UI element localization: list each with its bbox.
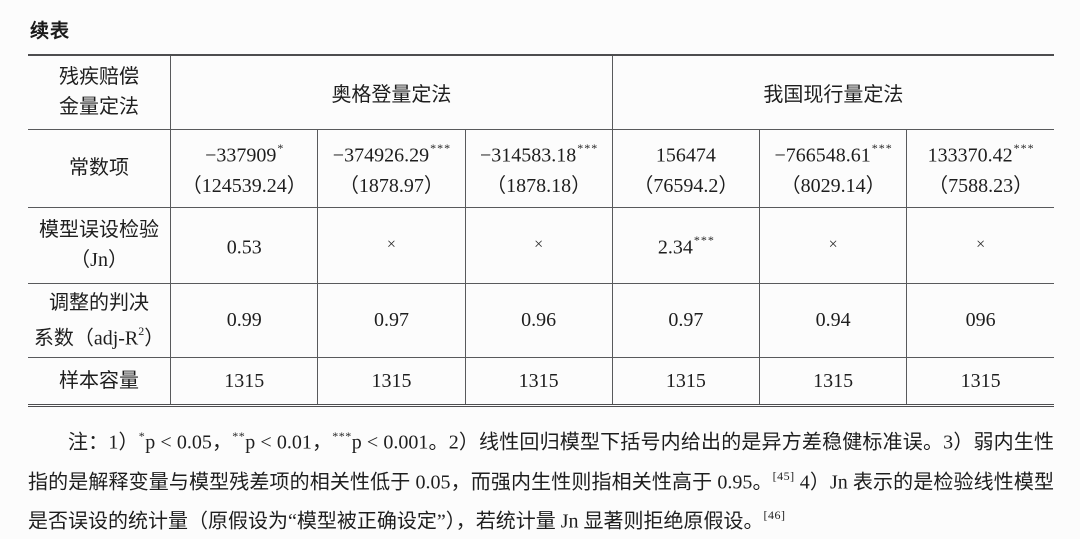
table-cell: 2.34*** [611, 207, 760, 284]
table-cell: 0.96 [464, 283, 613, 359]
notes-text: p < 0.01， [245, 431, 333, 454]
table-cell: 1315 [464, 357, 613, 406]
row-label-sample-size: 样本容量 [59, 370, 140, 393]
reference-marker-45: [45] [772, 468, 795, 483]
table-row-jn-test: 模型误设检验 （Jn） 0.53 × × 2.34*** × × [28, 207, 1054, 284]
table-row-adj-r2: 调整的判决 系数（adj-R2） 0.99 0.97 0.96 0.97 0.9… [28, 283, 1054, 359]
table-header-row: 残疾赔偿 金量定法 奥格登量定法 我国现行量定法 [28, 55, 1054, 130]
significance-star-2: ** [232, 429, 246, 444]
significance-star-1: * [138, 429, 146, 444]
table-cell: 096 [906, 283, 1054, 359]
row-label-jn-test: 模型误设检验 （Jn） [28, 207, 171, 284]
table-cell: × [317, 207, 466, 284]
table-cell: × [758, 207, 907, 284]
table-cell: −314583.18*** （1878.18） [464, 129, 613, 208]
table-row-constant: 常数项 −337909* （124539.24） −374926.29*** （… [28, 129, 1054, 208]
table-cell: 133370.42*** （7588.23） [906, 129, 1054, 208]
notes-text: p < 0.05， [145, 431, 233, 454]
table-cell: 0.53 [170, 207, 318, 284]
corner-header-cell: 残疾赔偿 金量定法 [28, 55, 171, 130]
table-cell: 0.99 [170, 283, 318, 359]
group-header-ogden: 奥格登量定法 [170, 55, 613, 130]
table-cell: 0.97 [317, 283, 466, 359]
table-cell: 0.97 [611, 283, 760, 359]
table-notes: 注：1）*p < 0.05，**p < 0.01，***p < 0.001。2）… [28, 420, 1054, 539]
table-cell: 1315 [611, 357, 760, 406]
table-cell: × [906, 207, 1054, 284]
reference-marker-46: [46] [763, 508, 786, 523]
table-cell: 156474 （76594.2） [611, 129, 760, 208]
table-cell: 1315 [758, 357, 907, 406]
corner-header-line1: 残疾赔偿 [59, 66, 140, 89]
notes-text: 注：1） [68, 431, 139, 454]
table-cell: 1315 [170, 357, 318, 406]
table-cell: × [464, 207, 613, 284]
table-cell: 1315 [317, 357, 466, 406]
regression-results-table: 残疾赔偿 金量定法 奥格登量定法 我国现行量定法 常数项 −337909* （1… [28, 54, 1054, 408]
group-header-china-current: 我国现行量定法 [611, 55, 1054, 130]
table-cell: 0.94 [758, 283, 907, 359]
table-row-sample-size: 样本容量 1315 1315 1315 1315 1315 1315 [28, 357, 1054, 406]
table-cell: −766548.61*** （8029.14） [758, 129, 907, 208]
table-cell: −337909* （124539.24） [170, 129, 318, 208]
table-cell: 1315 [906, 357, 1054, 406]
significance-star-3: *** [332, 429, 352, 444]
table-cell: −374926.29*** （1878.97） [317, 129, 466, 208]
continued-table-label: 续表 [30, 21, 71, 42]
row-label-adj-r2: 调整的判决 系数（adj-R2） [28, 283, 171, 359]
corner-header-line2: 金量定法 [59, 96, 140, 119]
row-label-constant: 常数项 [28, 129, 171, 208]
notes-text: p < 0.001。2）线性回归模型下括号内给出的是异方差稳健标准误。3）弱内生… [28, 431, 1055, 494]
